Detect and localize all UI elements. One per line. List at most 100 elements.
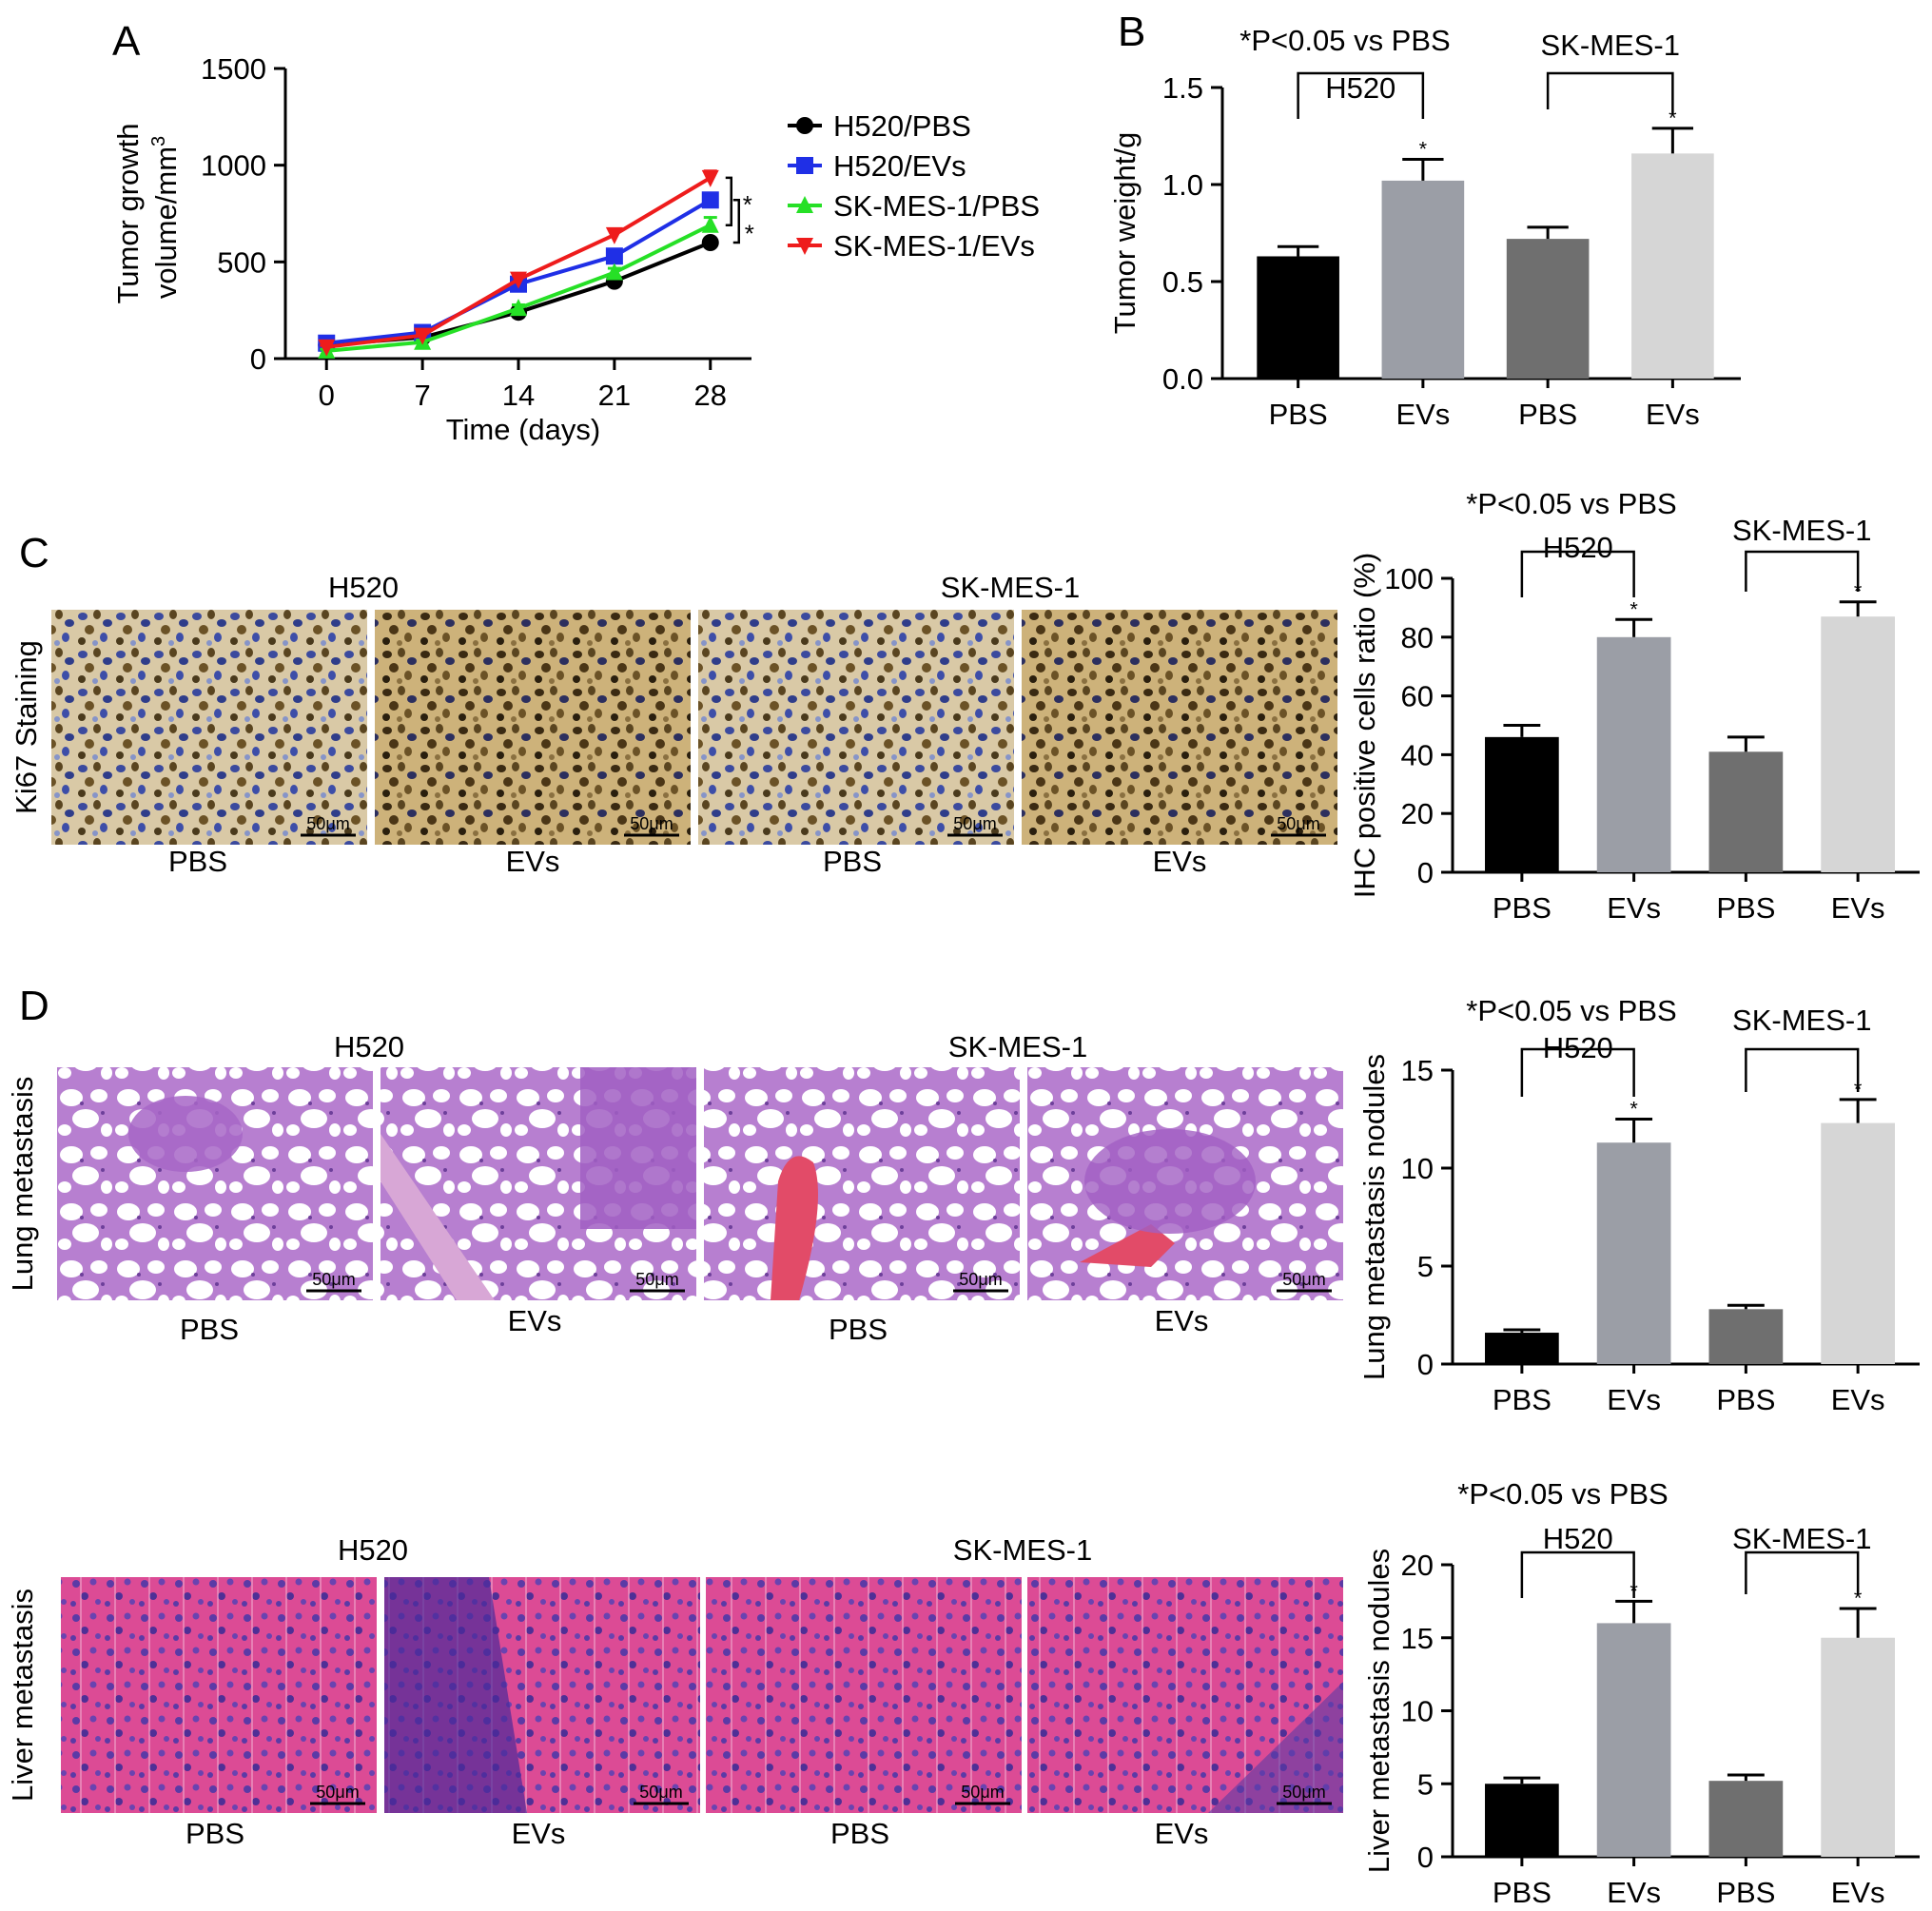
- panel-letter-b: B: [1118, 9, 1145, 55]
- bar: [1631, 153, 1714, 379]
- bar: [1596, 1142, 1671, 1364]
- data-point: [701, 215, 719, 233]
- group-bracket: [1745, 1550, 1860, 1594]
- tissue-region: [580, 1067, 696, 1229]
- x-tick-label: EVs: [1607, 1876, 1661, 1909]
- y-tick-label: 60: [1401, 680, 1434, 713]
- y-axis-label: Liver metastasis nodules: [1362, 1549, 1395, 1873]
- x-tick-label: 21: [598, 379, 631, 412]
- tissue-region: [381, 1134, 495, 1300]
- micrograph-image: [61, 1577, 377, 1813]
- tissue-region: [384, 1577, 527, 1813]
- x-tick-label: PBS: [1493, 891, 1551, 925]
- panel-d: D 50μm PBS 50μm EVs 50μm PBS 50μm EVs H520 SK-MES…: [6, 983, 1920, 1909]
- y-tick-label: 0.0: [1162, 362, 1203, 396]
- blood-vessel: [1080, 1224, 1175, 1267]
- y-tick-label: 1500: [201, 52, 266, 86]
- image-label: PBS: [823, 845, 882, 878]
- x-tick-label: EVs: [1831, 891, 1885, 925]
- data-point: [796, 238, 813, 255]
- y-tick-label: 5: [1417, 1250, 1434, 1283]
- group-label: H520: [334, 1030, 404, 1063]
- micrograph-image: [698, 610, 1014, 845]
- y-axis-label-line1: Tumor growth: [111, 123, 145, 303]
- significance-star: *: [745, 220, 754, 248]
- y-tick-label: 40: [1401, 738, 1434, 771]
- series-line: [326, 198, 712, 345]
- y-axis-label-unit: volume/mm: [149, 146, 183, 299]
- bar: [1485, 736, 1559, 872]
- x-tick-label: EVs: [1607, 1383, 1661, 1416]
- row-label: Ki67 Staining: [10, 640, 43, 814]
- tumor-weight-bar-chart: 0.0 0.5 1.0 1.5 Tumor weight/g PBS EVs * PBS EVs *…: [1108, 24, 1741, 431]
- y-tick-label: 0: [1417, 1348, 1434, 1381]
- bar: [1506, 239, 1590, 379]
- y-tick-label: 10: [1401, 1152, 1434, 1185]
- y-tick-label: 80: [1401, 621, 1434, 654]
- group-label: SK-MES-1: [941, 571, 1080, 604]
- image-label: PBS: [168, 845, 227, 878]
- scale-bar-label: 50μm: [1282, 1270, 1325, 1289]
- x-tick-label: 14: [502, 379, 535, 412]
- data-point: [605, 226, 623, 244]
- group-label: SK-MES-1: [1732, 514, 1871, 547]
- bar: [1821, 616, 1895, 872]
- bar: [1257, 256, 1339, 379]
- group-bracket: [1297, 71, 1425, 119]
- legend-label: H520/EVs: [833, 149, 966, 183]
- scale-bar-label: 50μm: [953, 814, 996, 833]
- panel-b: B 0.0 0.5 1.0 1.5 Tumor weight/g PBS EVs * PBS EV…: [1108, 9, 1741, 431]
- data-point: [414, 327, 432, 345]
- y-tick-label: 5: [1417, 1767, 1434, 1801]
- data-point: [510, 299, 527, 317]
- data-point: [701, 191, 719, 209]
- blood-vessel: [771, 1156, 818, 1300]
- legend-label: H520/PBS: [833, 109, 971, 143]
- bar: [1708, 751, 1784, 872]
- x-tick-label: EVs: [1395, 398, 1450, 431]
- group-label: SK-MES-1: [1732, 1522, 1871, 1555]
- data-point: [796, 196, 813, 213]
- scale-bar-label: 50μm: [639, 1783, 682, 1802]
- scale-bar-label: 50μm: [312, 1270, 355, 1289]
- tissue-region: [1084, 1129, 1256, 1234]
- image-label: EVs: [506, 845, 560, 878]
- x-tick-label: 28: [694, 379, 727, 412]
- scale-bar-label: 50μm: [635, 1270, 678, 1289]
- y-axis-label-line2: volume/mm3: [148, 136, 183, 299]
- group-bracket: [1546, 71, 1674, 114]
- group-bracket: [1745, 550, 1860, 592]
- micrograph-image: [375, 610, 691, 845]
- significance-star: *: [1419, 136, 1428, 160]
- group-bracket: [1520, 1550, 1635, 1598]
- bar: [1821, 1637, 1895, 1857]
- bar: [1596, 636, 1671, 872]
- bar: [1708, 1309, 1784, 1364]
- panel-letter-c: C: [19, 530, 49, 576]
- data-point: [796, 117, 813, 134]
- significance-bracket: [732, 199, 741, 244]
- image-label: EVs: [1155, 1817, 1209, 1850]
- panel-letter-d: D: [19, 983, 49, 1029]
- scale-bar-label: 50μm: [316, 1783, 359, 1802]
- tissue-region: [1208, 1682, 1343, 1813]
- bar: [1708, 1781, 1784, 1857]
- y-axis-label: Tumor weight/g: [1108, 132, 1142, 335]
- y-axis-label: Lung metastasis nodules: [1357, 1054, 1391, 1380]
- tumor-growth-line-chart: 0 500 1000 1500 0 7 14 21 28 Time (days) Tumor gro…: [111, 52, 1040, 446]
- image-label: PBS: [185, 1817, 244, 1850]
- y-tick-label: 15: [1401, 1622, 1434, 1655]
- x-tick-label: PBS: [1493, 1876, 1551, 1909]
- group-label: H520: [338, 1533, 408, 1567]
- x-tick-label: 7: [414, 379, 430, 412]
- scale-bar-label: 50μm: [1277, 814, 1319, 833]
- group-bracket: [1745, 1047, 1860, 1092]
- scale-bar-label: 50μm: [306, 814, 349, 833]
- y-tick-label: 0: [250, 342, 266, 376]
- y-tick-label: 100: [1384, 562, 1434, 595]
- image-label: EVs: [508, 1304, 562, 1337]
- y-tick-label: 0: [1417, 1841, 1434, 1874]
- y-axis-label: IHC positive cells ratio (%): [1348, 553, 1381, 898]
